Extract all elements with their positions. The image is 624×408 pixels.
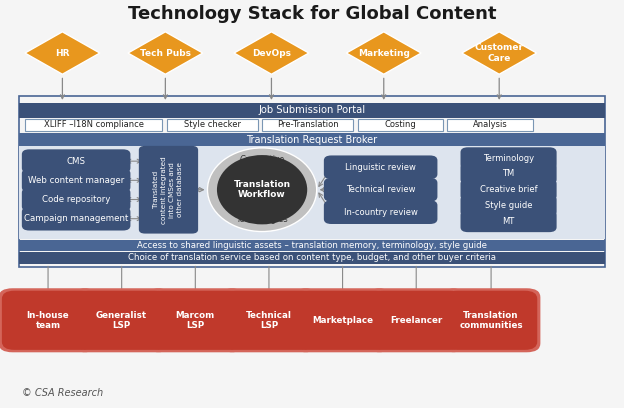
Polygon shape — [25, 32, 100, 74]
FancyBboxPatch shape — [22, 188, 130, 211]
Text: Analysis: Analysis — [473, 120, 507, 129]
FancyBboxPatch shape — [19, 133, 605, 146]
Text: Generalist
LSP: Generalist LSP — [96, 310, 147, 330]
FancyBboxPatch shape — [370, 290, 462, 350]
FancyBboxPatch shape — [2, 290, 94, 350]
Ellipse shape — [216, 154, 308, 225]
Text: Web content manager: Web content manager — [28, 176, 124, 185]
FancyBboxPatch shape — [262, 119, 353, 131]
Text: Style checker: Style checker — [183, 120, 241, 129]
Text: Translation
Workflow: Translation Workflow — [233, 180, 291, 200]
Ellipse shape — [207, 148, 316, 232]
Text: Marketing: Marketing — [358, 49, 410, 58]
FancyBboxPatch shape — [461, 210, 557, 232]
FancyBboxPatch shape — [149, 290, 241, 350]
Text: TM: TM — [502, 169, 515, 178]
FancyBboxPatch shape — [19, 143, 605, 239]
Text: Style guide: Style guide — [485, 201, 532, 210]
FancyBboxPatch shape — [76, 290, 168, 350]
Polygon shape — [346, 32, 421, 74]
Text: Technical review: Technical review — [346, 185, 416, 194]
Text: Technologies: Technologies — [236, 215, 288, 224]
Text: XLIFF –I18N compliance: XLIFF –I18N compliance — [44, 120, 144, 129]
Text: Tech Pubs: Tech Pubs — [140, 49, 191, 58]
FancyBboxPatch shape — [296, 290, 389, 350]
FancyBboxPatch shape — [324, 155, 437, 179]
FancyBboxPatch shape — [461, 195, 557, 217]
Text: Code repository: Code repository — [42, 195, 110, 204]
Text: Technology Stack for Global Content: Technology Stack for Global Content — [128, 5, 496, 23]
Text: Creative brief: Creative brief — [480, 185, 537, 194]
FancyBboxPatch shape — [447, 119, 533, 131]
FancyBboxPatch shape — [72, 288, 171, 352]
Text: Freelancer: Freelancer — [390, 316, 442, 325]
Text: CMS: CMS — [67, 157, 85, 166]
FancyBboxPatch shape — [139, 146, 198, 233]
Text: HR: HR — [55, 49, 70, 58]
FancyBboxPatch shape — [461, 147, 557, 169]
FancyBboxPatch shape — [293, 288, 392, 352]
Polygon shape — [462, 32, 537, 74]
Text: Technical
LSP: Technical LSP — [246, 310, 292, 330]
Text: © CSA Research: © CSA Research — [22, 388, 103, 398]
FancyBboxPatch shape — [19, 240, 605, 251]
FancyBboxPatch shape — [220, 288, 318, 352]
FancyBboxPatch shape — [461, 162, 557, 184]
FancyBboxPatch shape — [146, 288, 245, 352]
Text: Job Submission Portal: Job Submission Portal — [258, 105, 366, 115]
Text: Linguistic review: Linguistic review — [345, 163, 416, 172]
FancyBboxPatch shape — [0, 288, 97, 352]
Text: Translation Request Broker: Translation Request Broker — [246, 135, 378, 144]
FancyBboxPatch shape — [445, 290, 537, 350]
Text: DevOps: DevOps — [252, 49, 291, 58]
Text: Choice of translation service based on content type, budget, and other buyer cri: Choice of translation service based on c… — [128, 253, 496, 262]
FancyBboxPatch shape — [442, 288, 540, 352]
FancyBboxPatch shape — [367, 288, 466, 352]
Text: Costing: Costing — [384, 120, 416, 129]
Text: Marketplace: Marketplace — [312, 316, 373, 325]
Text: Translation
communities: Translation communities — [459, 310, 523, 330]
FancyBboxPatch shape — [22, 169, 130, 192]
Text: Marcom
LSP: Marcom LSP — [176, 310, 215, 330]
Text: Campaign management: Campaign management — [24, 214, 129, 223]
Text: MT: MT — [502, 217, 515, 226]
FancyBboxPatch shape — [19, 252, 605, 264]
Text: Translated
content integrated
into CMSes and
other database: Translated content integrated into CMSes… — [154, 156, 183, 224]
Text: Pre-Translation: Pre-Translation — [277, 120, 338, 129]
Text: In-country review: In-country review — [344, 208, 417, 217]
Text: Access to shared linguistic assets – translation memory, terminology, style guid: Access to shared linguistic assets – tra… — [137, 241, 487, 250]
Polygon shape — [128, 32, 203, 74]
Text: Terminology: Terminology — [483, 154, 534, 163]
FancyBboxPatch shape — [22, 207, 130, 231]
FancyBboxPatch shape — [324, 178, 437, 202]
FancyBboxPatch shape — [358, 119, 443, 131]
Text: Connective: Connective — [240, 155, 285, 164]
FancyBboxPatch shape — [223, 290, 315, 350]
Polygon shape — [234, 32, 309, 74]
FancyBboxPatch shape — [25, 119, 162, 131]
Text: Customer
Care: Customer Care — [475, 43, 524, 63]
FancyBboxPatch shape — [19, 103, 605, 118]
Text: In-house
team: In-house team — [27, 310, 69, 330]
FancyBboxPatch shape — [22, 149, 130, 173]
FancyBboxPatch shape — [461, 179, 557, 201]
FancyBboxPatch shape — [167, 119, 258, 131]
FancyBboxPatch shape — [324, 200, 437, 224]
